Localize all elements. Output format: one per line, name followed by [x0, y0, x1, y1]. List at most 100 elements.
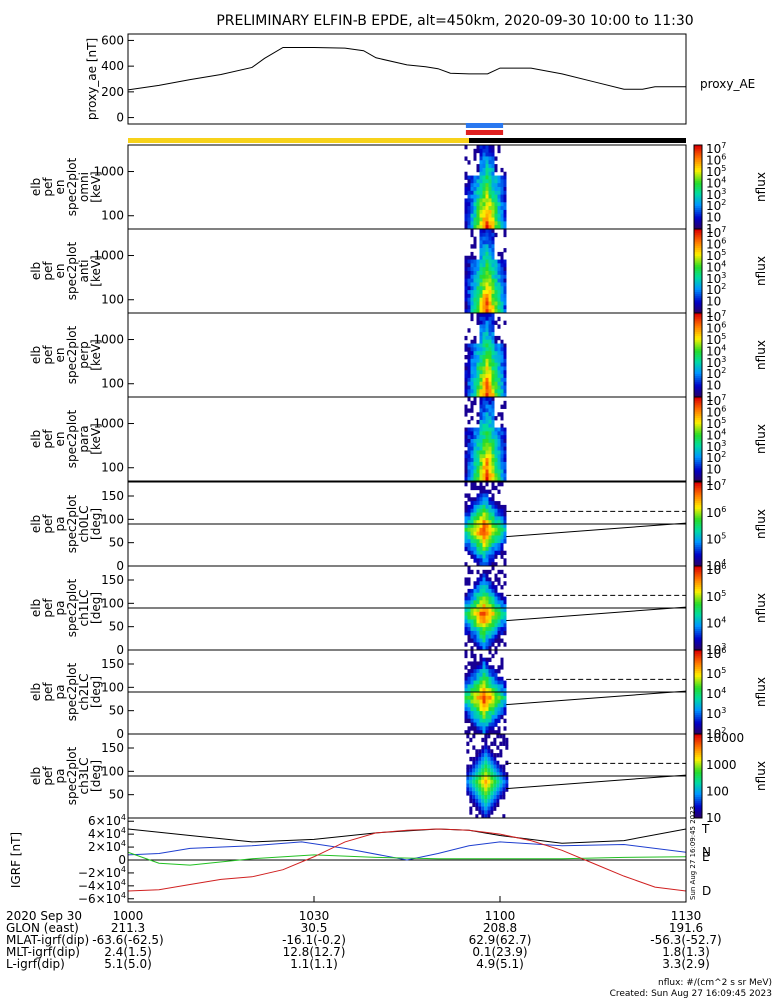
- spectrogram-cell: [500, 450, 504, 455]
- spectrogram-cell: [472, 787, 476, 792]
- colorbar-tick-label: 107: [706, 141, 726, 156]
- spectrogram-cell: [503, 524, 507, 529]
- spectrogram-cell: [494, 305, 498, 310]
- spectrogram-cell: [485, 297, 489, 303]
- spectrogram-cell: [488, 339, 492, 345]
- spectrogram-cell: [467, 699, 471, 704]
- spectrogram-cell: [470, 316, 474, 322]
- colorbar-tick-label: 102: [706, 198, 726, 213]
- spectrogram-cell: [491, 309, 495, 314]
- time-tick-label: 1000: [113, 909, 144, 923]
- spectrogram-cell: [484, 768, 488, 773]
- spectrogram-cell: [503, 642, 507, 647]
- spectrogram-cell: [490, 795, 494, 800]
- spectrogram-cell: [488, 596, 492, 601]
- spectrogram-cell: [485, 596, 489, 601]
- spectrogram-cell: [494, 416, 498, 421]
- colorbar-tick-label: 102: [706, 366, 726, 381]
- colorbar-segment: [694, 650, 702, 653]
- colorbar-segment: [694, 734, 702, 737]
- spectrogram-cell: [491, 692, 495, 697]
- igrf-ytick-label: 2×104: [88, 839, 126, 854]
- spectrogram-cell: [482, 439, 486, 444]
- spectrogram-cell: [485, 699, 489, 704]
- spectrogram-cell: [482, 493, 486, 498]
- spectrogram-cell: [491, 404, 495, 409]
- spectrogram-cell: [476, 642, 480, 647]
- spectrogram-cell: [494, 278, 498, 283]
- spectrogram-cell: [500, 202, 504, 207]
- spectrogram-cell: [488, 217, 492, 222]
- spectrogram-cell: [491, 477, 495, 482]
- spectrogram-cell: [497, 676, 501, 682]
- spectrogram-cell: [503, 271, 507, 276]
- colorbar-segment: [694, 212, 702, 215]
- orbit-row-label: MLAT-igrf(dip): [6, 933, 89, 947]
- spectrogram-cell: [467, 255, 471, 261]
- spectrogram-cell: [482, 431, 486, 436]
- spectrogram-cell: [487, 768, 491, 773]
- spectrogram-cell: [494, 672, 498, 678]
- spectrogram-cell: [469, 783, 473, 788]
- spectrogram-cell: [475, 787, 479, 792]
- spectrogram-cell: [485, 684, 489, 689]
- spectrogram-cell: [494, 520, 498, 525]
- colorbar-segment: [694, 805, 702, 808]
- spectrogram-cell: [484, 772, 488, 777]
- spectrogram-cell: [503, 183, 507, 188]
- spectrogram-cell: [494, 469, 498, 474]
- colorbar-segment: [694, 685, 702, 689]
- colorbar-segment: [694, 742, 702, 745]
- spectrogram-cell: [494, 439, 498, 444]
- spectrogram-ylabel-word: en: [53, 432, 67, 447]
- spectrogram-ytick-label: 0: [116, 559, 124, 573]
- spectrogram-cell: [496, 787, 500, 792]
- spectrogram-cell: [496, 802, 500, 808]
- spectrogram-cell: [464, 699, 468, 704]
- spectrogram-cell: [464, 730, 468, 735]
- colorbar-segment: [694, 476, 702, 480]
- spectrogram-cell: [494, 202, 498, 207]
- spectrogram-cell: [494, 585, 498, 590]
- spectrogram-cell: [494, 339, 498, 345]
- spectrogram-cell: [485, 546, 489, 552]
- spectrogram-cell: [473, 255, 477, 261]
- spectrogram-cell: [464, 187, 468, 192]
- colorbar-segment: [694, 509, 702, 512]
- spectrogram-cell: [494, 501, 498, 506]
- spectrogram-cell: [493, 741, 497, 746]
- igrf-legend-n: N: [702, 845, 711, 859]
- spectrogram-cell: [497, 684, 501, 689]
- spectrogram-cell: [503, 562, 507, 567]
- spectrogram-cell: [485, 370, 489, 375]
- spectrogram-cell: [491, 358, 495, 364]
- spectrogram-cell: [485, 278, 489, 283]
- spectrogram-cell: [476, 209, 480, 215]
- spectrogram-cell: [505, 779, 509, 785]
- spectrogram-cell: [467, 546, 471, 552]
- spectrogram-cell: [470, 550, 474, 556]
- spectrogram-cell: [467, 458, 471, 463]
- spectrogram-cell: [479, 355, 483, 360]
- spectrogram-cell: [497, 665, 501, 670]
- colorbar-segment: [694, 315, 702, 318]
- spectrogram-cell: [476, 504, 480, 510]
- spectrogram-cell: [479, 469, 483, 474]
- spectrogram-cell: [479, 707, 483, 712]
- spectrogram-cell: [470, 217, 474, 222]
- spectrogram-ytick-label: 50: [109, 536, 124, 550]
- colorbar-segment: [694, 378, 702, 381]
- spectrogram-cell: [500, 676, 504, 682]
- spectrogram-cell: [494, 198, 498, 203]
- spectrogram-cell: [482, 328, 486, 333]
- colorbar-segment: [694, 478, 702, 482]
- spectrogram-cell: [482, 305, 486, 310]
- colorbar-segment: [694, 503, 702, 506]
- spectrogram-cell: [497, 377, 501, 383]
- colorbar-segment: [694, 197, 702, 201]
- spectrogram-cell: [497, 427, 501, 432]
- spectrogram-cell: [473, 244, 477, 249]
- spectrogram-cell: [488, 374, 492, 379]
- spectrogram-cell: [485, 221, 489, 226]
